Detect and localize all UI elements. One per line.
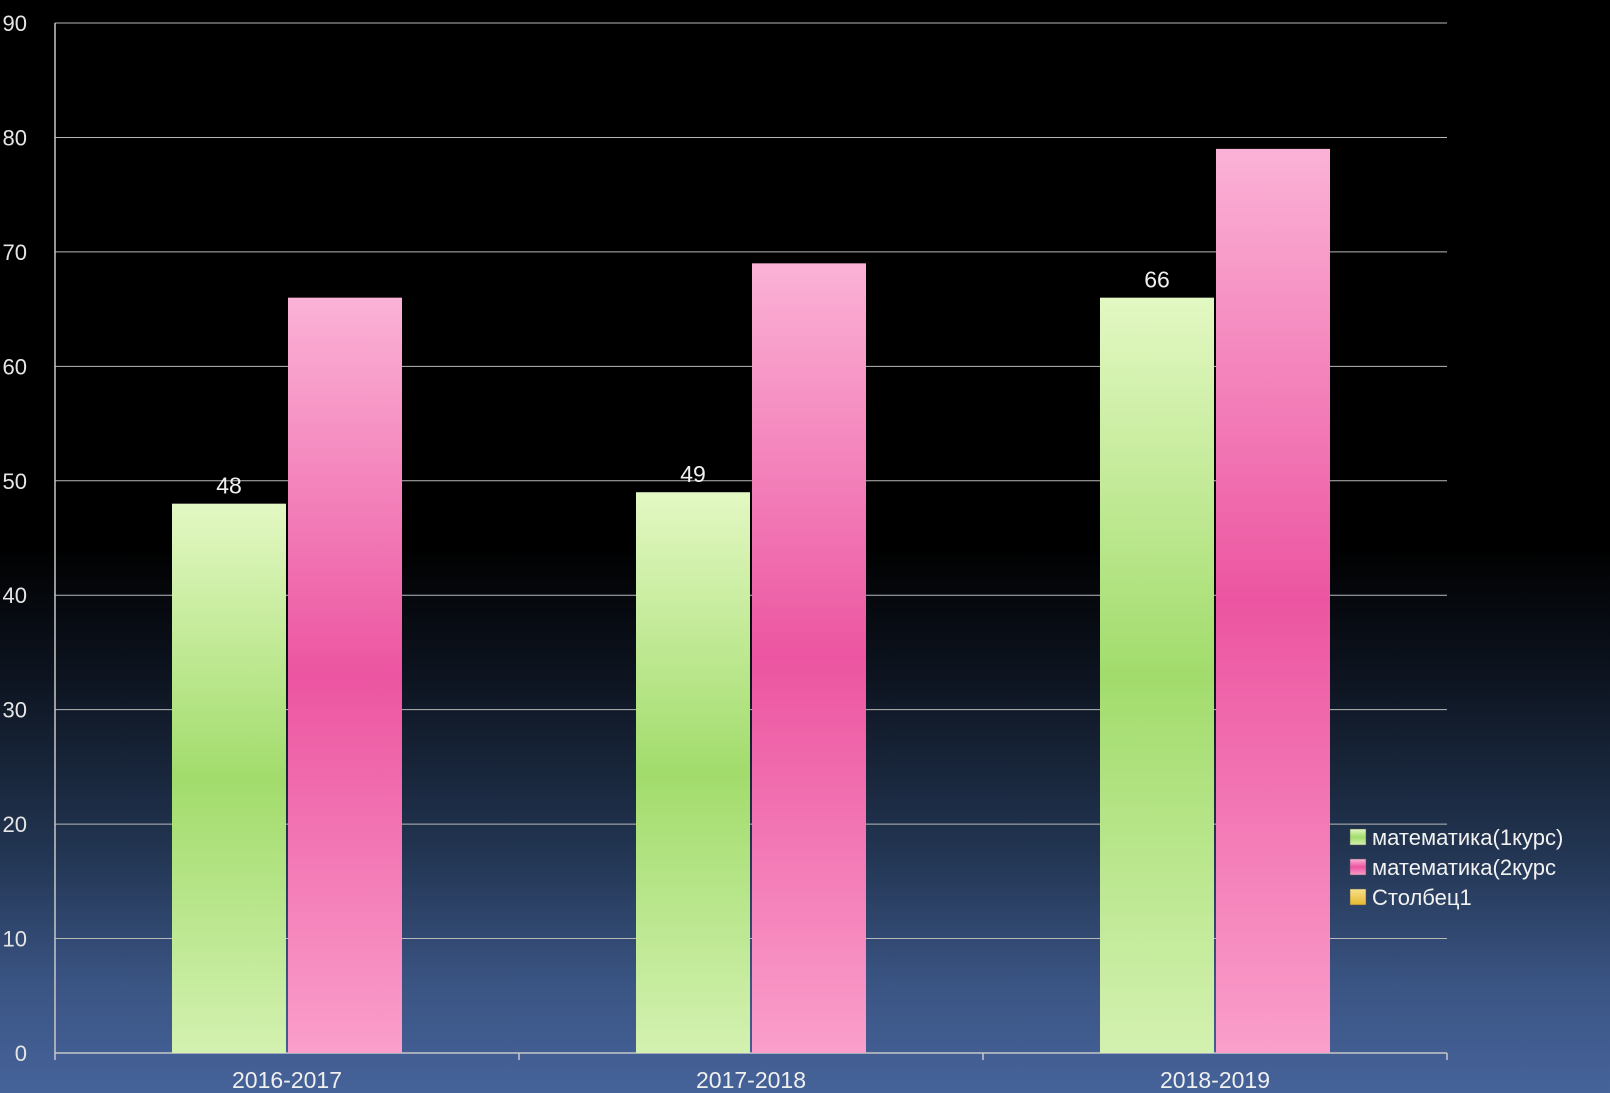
y-tick-label: 0 — [15, 1041, 27, 1066]
y-tick-label: 90 — [3, 11, 27, 36]
axes: 0 10 20 30 40 50 60 70 80 90 2016-2017 2017-2018 201… — [3, 11, 1448, 1093]
legend-label: Столбец1 — [1372, 885, 1472, 910]
data-label: 49 — [680, 461, 706, 487]
bar-2-2018-2019 — [1216, 148, 1330, 1053]
data-label: 48 — [216, 473, 242, 499]
x-tick-label: 2017-2018 — [696, 1067, 806, 1093]
y-tick-label: 30 — [3, 698, 27, 723]
bar-2-2016-2017 — [288, 297, 402, 1054]
legend-swatch — [1349, 828, 1367, 846]
y-tick-label: 80 — [3, 125, 27, 150]
legend-label: математика(1курс) — [1372, 825, 1563, 850]
legend-swatch — [1349, 858, 1367, 876]
legend-swatch — [1349, 888, 1367, 906]
data-labels: 48 49 66 — [216, 267, 1170, 499]
y-tick-label: 10 — [3, 927, 27, 952]
gridlines — [55, 22, 1447, 940]
y-tick-label: 60 — [3, 354, 27, 379]
data-label: 66 — [1144, 267, 1170, 293]
bar-1-2017-2018 — [636, 492, 750, 1053]
legend-label: математика(2курс — [1372, 855, 1556, 880]
x-tick-label: 2018-2019 — [1160, 1067, 1270, 1093]
x-tick-label: 2016-2017 — [232, 1067, 342, 1093]
bars — [172, 148, 1330, 1054]
y-tick-label: 40 — [3, 583, 27, 608]
legend: математика(1курс) математика(2курс Столбец… — [1349, 825, 1563, 910]
bar-2-2017-2018 — [752, 263, 866, 1053]
y-tick-label: 50 — [3, 469, 27, 494]
bar-1-2016-2017 — [172, 503, 286, 1054]
bar-1-2018-2019 — [1100, 297, 1214, 1054]
y-tick-label: 70 — [3, 240, 27, 265]
y-tick-label: 20 — [3, 812, 27, 837]
